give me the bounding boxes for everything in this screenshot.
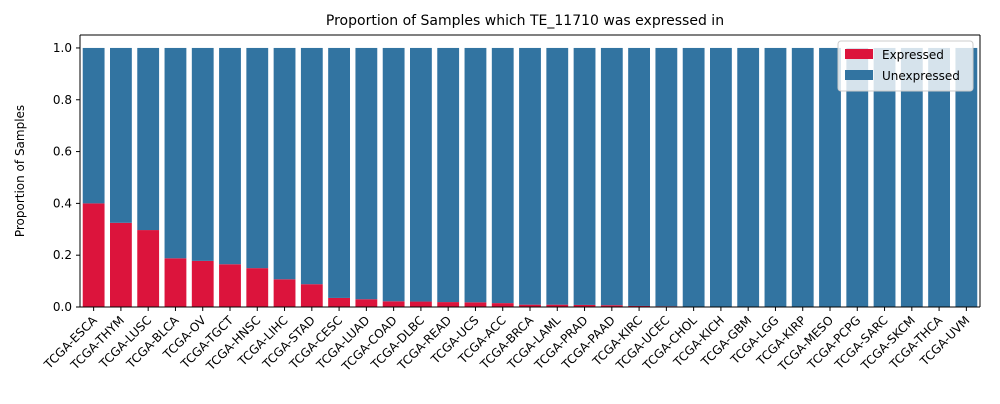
y-tick-label: 0.6	[53, 145, 72, 159]
bar-expressed-tcga-prad	[573, 304, 596, 307]
bar-unexpressed-tcga-paad	[600, 47, 623, 306]
bar-expressed-tcga-stad	[300, 284, 323, 307]
bar-unexpressed-tcga-coad	[382, 47, 405, 302]
bar-unexpressed-tcga-skcm	[900, 47, 923, 307]
bar-unexpressed-tcga-blca	[164, 47, 187, 259]
bar-expressed-tcga-brca	[519, 304, 541, 307]
bar-unexpressed-tcga-lusc	[137, 47, 160, 231]
bar-expressed-tcga-luad	[355, 299, 378, 307]
legend-swatch-unexpressed	[845, 70, 873, 80]
bar-expressed-tcga-laml	[546, 304, 569, 307]
bar-unexpressed-tcga-gbm	[737, 47, 760, 307]
legend-swatch-expressed	[845, 49, 873, 59]
y-tick-label: 0.4	[53, 196, 72, 210]
bar-unexpressed-tcga-lgg	[764, 47, 787, 307]
y-tick-label: 0.0	[53, 300, 72, 314]
bar-unexpressed-tcga-ucec	[655, 47, 678, 307]
bar-unexpressed-tcga-lihc	[273, 47, 296, 280]
bar-unexpressed-tcga-chol	[682, 47, 705, 307]
legend-label-unexpressed: Unexpressed	[882, 69, 960, 83]
bar-unexpressed-tcga-kirc	[628, 47, 650, 306]
bar-unexpressed-tcga-kirp	[791, 47, 814, 307]
bar-unexpressed-tcga-acc	[491, 47, 514, 304]
bar-unexpressed-tcga-pcpg	[846, 47, 869, 307]
bar-unexpressed-tcga-ucs	[464, 47, 487, 303]
bar-expressed-tcga-dlbc	[410, 301, 432, 307]
bar-expressed-tcga-coad	[382, 301, 405, 307]
bar-unexpressed-tcga-cesc	[328, 47, 350, 298]
bar-unexpressed-tcga-prad	[573, 47, 596, 305]
y-tick-label: 0.8	[53, 93, 72, 107]
bar-expressed-tcga-tgct	[219, 264, 241, 307]
bar-unexpressed-tcga-kich	[710, 47, 732, 307]
legend: Expressed Unexpressed	[837, 40, 974, 92]
bar-expressed-tcga-blca	[164, 258, 187, 307]
bar-expressed-tcga-lusc	[137, 230, 160, 307]
chart-title: Proportion of Samples which TE_11710 was…	[326, 13, 724, 29]
y-axis-label: Proportion of Samples	[13, 105, 27, 237]
bar-unexpressed-tcga-read	[437, 47, 460, 303]
bar-expressed-tcga-thym	[110, 222, 132, 307]
bar-expressed-tcga-hnsc	[246, 268, 269, 307]
bar-unexpressed-tcga-luad	[355, 47, 378, 300]
bar-expressed-tcga-cesc	[328, 297, 350, 307]
bar-unexpressed-tcga-sarc	[873, 47, 896, 307]
bar-unexpressed-tcga-uvm	[955, 47, 978, 307]
bar-expressed-tcga-esca	[82, 203, 105, 307]
bar-expressed-tcga-acc	[491, 303, 514, 307]
bar-expressed-tcga-ucs	[464, 302, 487, 307]
bar-unexpressed-tcga-stad	[300, 47, 323, 285]
bar-unexpressed-tcga-ov	[191, 47, 214, 261]
bar-unexpressed-tcga-laml	[546, 47, 569, 305]
bar-expressed-tcga-kirc	[628, 305, 650, 307]
bar-expressed-tcga-lihc	[273, 279, 296, 307]
legend-label-expressed: Expressed	[882, 48, 944, 62]
bar-expressed-tcga-paad	[600, 305, 623, 307]
bar-unexpressed-tcga-tgct	[219, 47, 241, 265]
bar-expressed-tcga-read	[437, 302, 460, 307]
bars-group	[82, 47, 978, 307]
y-tick-label: 0.2	[53, 248, 72, 262]
bar-unexpressed-tcga-thca	[928, 47, 950, 307]
bar-expressed-tcga-ov	[191, 260, 214, 307]
bar-unexpressed-tcga-thym	[110, 47, 132, 223]
bar-unexpressed-tcga-dlbc	[410, 47, 432, 302]
bar-unexpressed-tcga-meso	[819, 47, 841, 307]
bar-unexpressed-tcga-hnsc	[246, 47, 269, 269]
bar-unexpressed-tcga-brca	[519, 47, 541, 305]
bar-unexpressed-tcga-esca	[82, 47, 105, 204]
y-tick-label: 1.0	[53, 41, 72, 55]
